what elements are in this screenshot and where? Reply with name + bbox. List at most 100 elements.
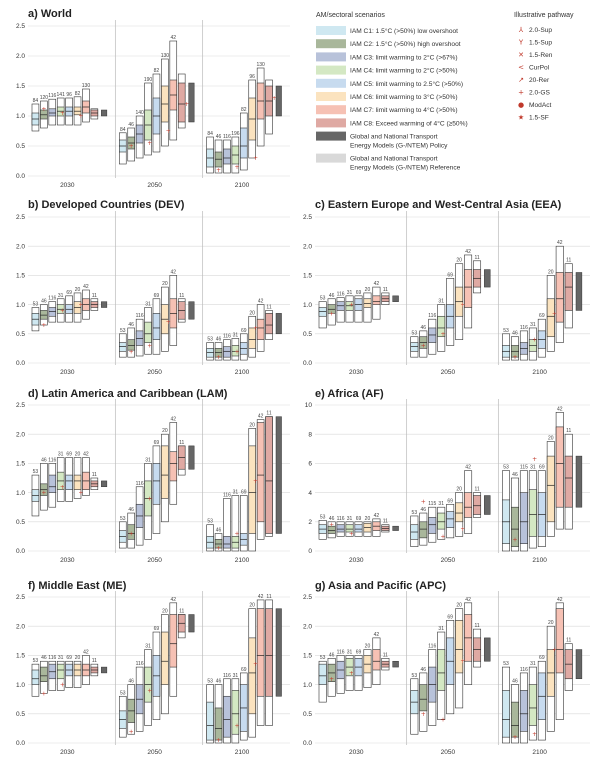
legend-pathway-symbol: ★ xyxy=(518,114,524,122)
legend-title: AM/sectoral scenarios xyxy=(316,12,385,19)
y-tick-label: 1.0 xyxy=(16,113,25,120)
ntem-policy-box xyxy=(101,480,108,488)
iqr-box xyxy=(265,313,273,335)
count-label: 69 xyxy=(539,655,545,661)
iqr-box xyxy=(555,272,564,323)
legend-pathway-label: 1.5-Ren xyxy=(529,52,553,59)
count-label: 53 xyxy=(320,655,326,661)
pathway-marker: + xyxy=(253,325,258,332)
count-label: 31 xyxy=(233,673,239,679)
count-label: 11 xyxy=(266,411,271,417)
count-label: 31 xyxy=(58,452,64,458)
count-label: 84 xyxy=(120,127,126,133)
count-label: 20 xyxy=(249,603,255,609)
iqr-box xyxy=(256,608,265,697)
range-box xyxy=(240,495,248,552)
pathway-marker: + xyxy=(41,490,46,497)
x-category-label: 2100 xyxy=(532,557,547,564)
count-label: 11 xyxy=(266,304,271,310)
count-label: 120 xyxy=(40,95,49,101)
y-tick-label: 2.0 xyxy=(16,623,25,630)
x-category-label: 2030 xyxy=(60,749,75,756)
pathway-marker: + xyxy=(41,106,46,113)
count-label: 42 xyxy=(557,597,563,603)
count-label: 42 xyxy=(374,632,380,638)
iqr-box xyxy=(144,321,152,343)
y-tick-label: 2.0 xyxy=(303,243,312,250)
count-label: 31 xyxy=(58,655,64,661)
count-label: 31 xyxy=(438,299,444,305)
pathway-marker: + xyxy=(512,734,517,741)
count-label: 31 xyxy=(530,322,536,328)
pathway-marker: + xyxy=(216,545,221,552)
legend-item: IAM C8: Exceed warming of 4°C (≥50%) xyxy=(316,118,468,128)
legend-pathway-symbol: ● xyxy=(518,101,524,109)
legend-pathway-item: Y 1.5-Sup xyxy=(518,39,553,47)
pathway-marker: + xyxy=(329,676,334,683)
pathway-marker: + xyxy=(235,722,240,729)
y-tick-label: 0.5 xyxy=(16,711,25,718)
legend-item: Global and National Transport Energy Mode… xyxy=(316,131,448,150)
pathway-marker: + xyxy=(460,526,465,533)
count-label: 116 xyxy=(337,649,345,655)
count-label: 46 xyxy=(216,337,222,343)
count-label: 20 xyxy=(365,644,371,650)
y-tick-label: 1.0 xyxy=(303,682,312,689)
count-label: 42 xyxy=(83,284,89,290)
iqr-box xyxy=(248,327,256,349)
iqr-box xyxy=(354,524,363,533)
y-tick-label: 0 xyxy=(308,548,312,555)
legend-pathway-item: +2.0-GS xyxy=(518,89,550,97)
y-tick-label: 6 xyxy=(308,461,312,468)
count-label: 46 xyxy=(421,507,427,513)
count-label: 46 xyxy=(128,679,134,685)
count-label: 11 xyxy=(266,594,271,600)
count-label: 11 xyxy=(383,519,388,525)
legend-label: Energy Models (G-/NTEM) Reference xyxy=(350,165,461,172)
pathway-marker: + xyxy=(60,110,65,117)
count-label: 53 xyxy=(320,296,326,302)
count-label: 20 xyxy=(548,436,554,442)
count-label: 11 xyxy=(92,472,97,478)
iqr-box xyxy=(127,524,135,540)
count-label: 31 xyxy=(347,649,353,655)
iqr-box xyxy=(169,614,178,668)
iqr-box xyxy=(31,669,40,685)
count-label: 42 xyxy=(465,597,471,603)
y-tick-label: 2.5 xyxy=(16,214,25,221)
y-tick-label: 0.0 xyxy=(16,740,25,747)
count-label: 130 xyxy=(256,62,265,68)
iqr-box xyxy=(455,620,464,674)
count-label: 42 xyxy=(374,281,380,287)
count-label: 69 xyxy=(66,452,72,458)
count-label: 53 xyxy=(412,331,418,337)
iqr-box xyxy=(528,684,537,726)
legend-swatch xyxy=(316,131,346,141)
x-category-label: 2050 xyxy=(147,182,162,189)
count-label: 20 xyxy=(548,269,554,275)
count-label: 116 xyxy=(136,481,144,487)
count-label: 31 xyxy=(438,501,444,507)
count-label: 116 xyxy=(136,661,144,667)
count-label: 20 xyxy=(365,516,371,522)
iqr-box xyxy=(256,422,265,523)
count-label: 11 xyxy=(566,428,571,434)
panel-title: g) Asia and Pacific (APC) xyxy=(315,580,446,592)
iqr-box xyxy=(455,502,464,523)
iqr-box xyxy=(555,426,564,508)
count-label: 31 xyxy=(347,516,353,522)
count-label: 69 xyxy=(447,272,453,278)
count-label: 42 xyxy=(465,465,471,471)
ntem-policy-box xyxy=(101,109,108,117)
legend-label: IAM C3: limit warming to 2°C (>67%) xyxy=(350,53,458,61)
count-label: 42 xyxy=(83,649,89,655)
pathway-marker: + xyxy=(235,530,240,537)
legend-pathway-item: ● ModAct xyxy=(518,101,552,109)
count-label: 116 xyxy=(428,644,436,650)
ntem-policy-box xyxy=(575,455,583,508)
pathway-marker: + xyxy=(60,484,65,491)
count-label: 46 xyxy=(41,299,47,305)
x-category-label: 2100 xyxy=(532,749,547,756)
legend-label: IAM C4: limit warming to 2°C (>50%) xyxy=(350,67,458,75)
